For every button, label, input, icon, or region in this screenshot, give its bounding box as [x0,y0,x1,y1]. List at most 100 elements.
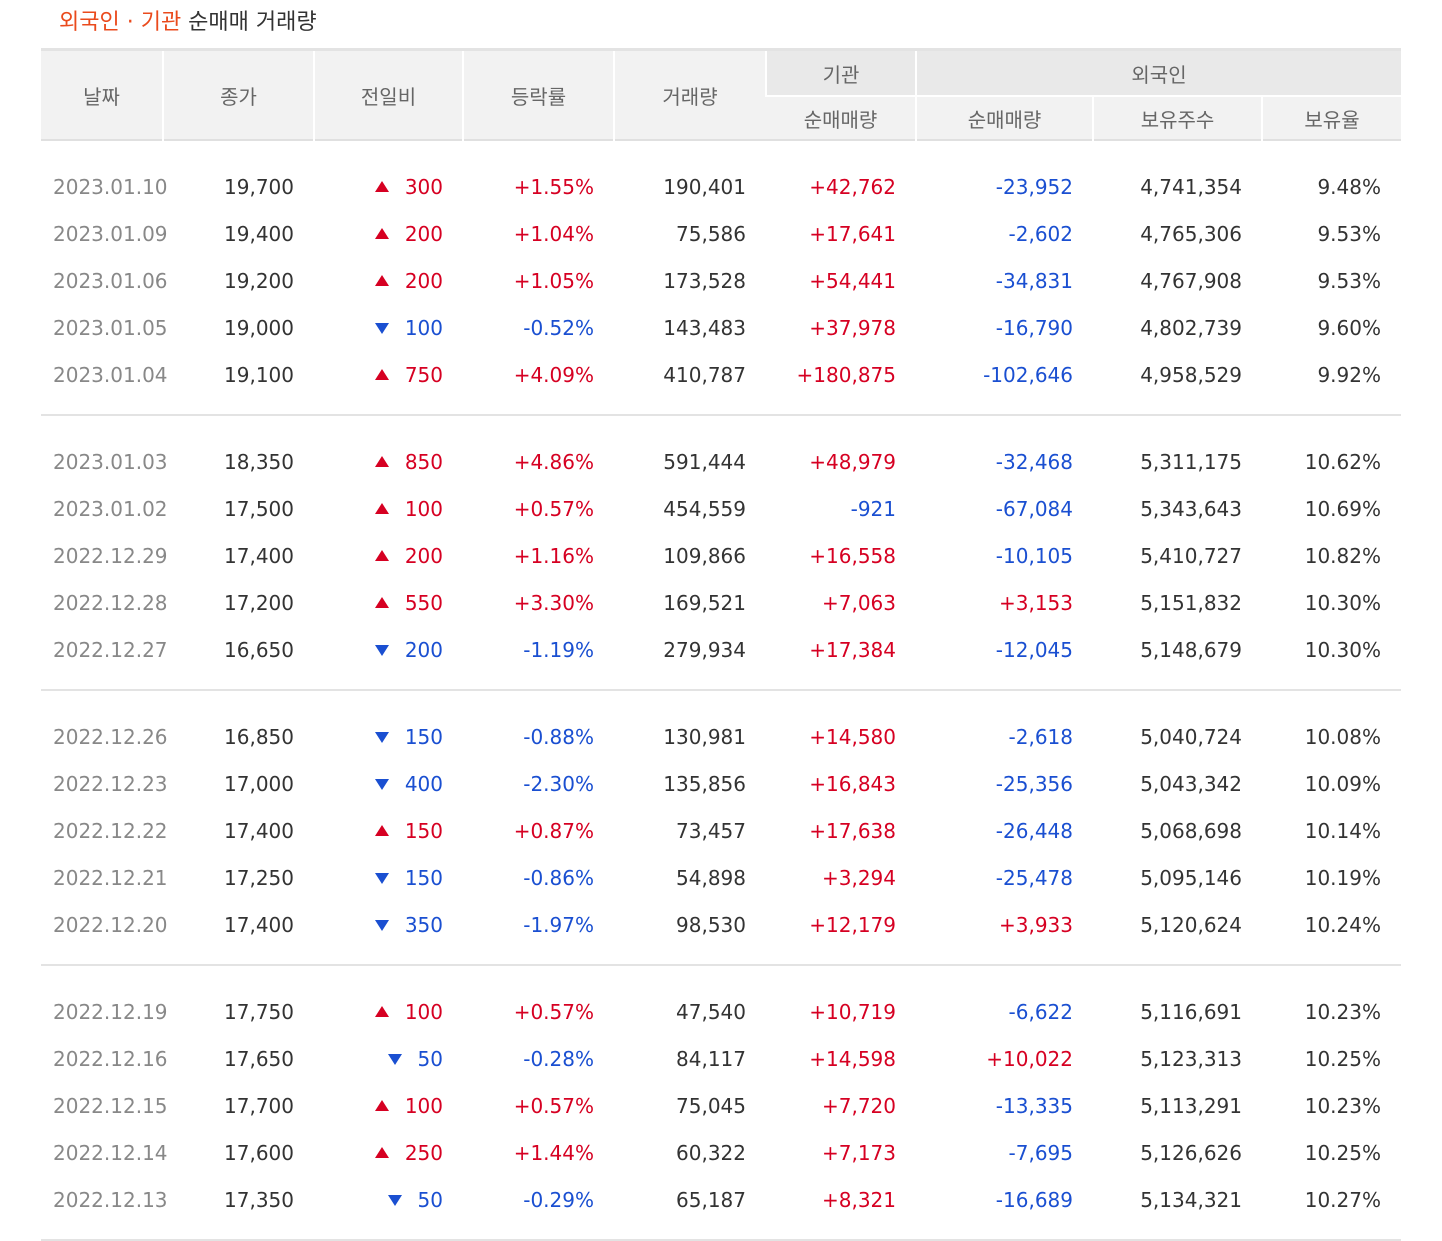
cell-inst-net: +180,875 [796,362,896,387]
cell-change-value: 50 [417,1046,443,1071]
cell-inst-net: +7,063 [821,590,896,615]
cell-volume: 173,528 [663,268,746,293]
cell-volume: 190,401 [663,174,746,199]
table-row: 2023.01.04 19,100 750 +4.09% 410,787 +180,875… [41,351,1401,415]
cell-inst-net: -921 [850,496,896,521]
cell-rate: +1.16% [513,543,594,568]
cell-foreign-net: -25,356 [995,771,1073,796]
cell-foreign-ratio: 10.25% [1304,1140,1381,1165]
cell-foreign-shares: 5,068,698 [1140,818,1242,843]
header-foreign-net: 순매매량 [915,96,1093,140]
cell-rate: +1.44% [513,1140,594,1165]
row-group-2: 2023.01.03 18,350 850 +4.86% 591,444 +48,979 -… [41,415,1401,690]
cell-close: 17,650 [224,1046,294,1071]
triangle-up-icon [374,1146,389,1158]
cell-foreign-ratio: 9.53% [1317,268,1381,293]
cell-foreign-net: -6,622 [1008,999,1073,1024]
cell-foreign-shares: 5,343,643 [1140,496,1242,521]
cell-rate: -0.28% [523,1046,594,1071]
cell-change-value: 750 [404,362,443,387]
cell-volume: 279,934 [663,637,746,662]
cell-close: 16,650 [224,637,294,662]
header-change: 전일비 [313,49,463,140]
triangle-down-icon [374,778,389,790]
cell-change: 50 [314,1035,463,1082]
cell-date: 2022.12.14 [53,1140,168,1165]
cell-change-value: 300 [404,174,443,199]
cell-volume: 135,856 [663,771,746,796]
cell-change-value: 400 [404,771,443,796]
triangle-up-icon [374,368,389,380]
cell-volume: 169,521 [663,590,746,615]
cell-foreign-net: -7,695 [1008,1140,1073,1165]
table-row: 2022.12.28 17,200 550 +3.30% 169,521 +7,063 +3… [41,579,1401,626]
section-title: 외국인 · 기관 순매매 거래량 [41,0,1401,48]
cell-foreign-shares: 5,120,624 [1140,912,1242,937]
cell-foreign-ratio: 10.25% [1304,1046,1381,1071]
cell-date: 2022.12.21 [53,865,168,890]
cell-volume: 454,559 [663,496,746,521]
cell-change: 850 [314,415,463,485]
table-row: 2022.12.13 17,350 50 -0.29% 65,187 +8,321 -16,… [41,1176,1401,1240]
cell-inst-net: +14,580 [809,724,896,749]
cell-foreign-shares: 4,767,908 [1140,268,1242,293]
cell-foreign-net: -32,468 [995,449,1073,474]
cell-foreign-shares: 5,410,727 [1140,543,1242,568]
cell-date: 2022.12.29 [53,543,168,568]
cell-rate: -0.52% [523,315,594,340]
table-row: 2023.01.06 19,200 200 +1.05% 173,528 +54,441 -… [41,257,1401,304]
cell-foreign-shares: 4,765,306 [1140,221,1242,246]
cell-change: 200 [314,210,463,257]
section-title-highlight: 외국인 · 기관 [59,10,182,35]
cell-inst-net: +7,173 [821,1140,896,1165]
cell-close: 17,750 [224,999,294,1024]
cell-foreign-shares: 4,741,354 [1140,174,1242,199]
triangle-up-icon [374,227,389,239]
cell-foreign-net: -23,952 [995,174,1073,199]
cell-foreign-shares: 4,958,529 [1140,362,1242,387]
cell-close: 19,200 [224,268,294,293]
triangle-up-icon [374,1005,389,1017]
cell-change: 350 [314,901,463,965]
cell-change: 100 [314,304,463,351]
cell-change-value: 100 [404,999,443,1024]
table-row: 2023.01.10 19,700 300 +1.55% 190,401 +42,762 -… [41,140,1401,210]
cell-foreign-ratio: 10.30% [1304,590,1381,615]
cell-foreign-ratio: 10.23% [1304,999,1381,1024]
section-title-rest: 순매매 거래량 [181,10,317,35]
cell-foreign-net: -25,478 [995,865,1073,890]
table-row: 2022.12.14 17,600 250 +1.44% 60,322 +7,173 -7,… [41,1129,1401,1176]
triangle-up-icon [374,824,389,836]
table-row: 2022.12.23 17,000 400 -2.30% 135,856 +16,843 -… [41,760,1401,807]
cell-close: 17,400 [224,912,294,937]
cell-change-value: 200 [404,221,443,246]
table-row: 2022.12.15 17,700 100 +0.57% 75,045 +7,720 -13… [41,1082,1401,1129]
cell-rate: +1.55% [513,174,594,199]
cell-inst-net: +17,638 [809,818,896,843]
cell-foreign-net: -16,689 [995,1187,1073,1212]
cell-change: 300 [314,140,463,210]
cell-foreign-shares: 5,116,691 [1140,999,1242,1024]
cell-foreign-shares: 5,311,175 [1140,449,1242,474]
cell-close: 17,250 [224,865,294,890]
cell-rate: -2.30% [523,771,594,796]
cell-date: 2022.12.28 [53,590,168,615]
triangle-up-icon [374,596,389,608]
cell-rate: +1.05% [513,268,594,293]
cell-change: 50 [314,1176,463,1240]
cell-inst-net: +7,720 [821,1093,896,1118]
cell-foreign-ratio: 10.09% [1304,771,1381,796]
cell-change: 100 [314,1082,463,1129]
cell-change-value: 150 [404,818,443,843]
header-foreign-ratio: 보유율 [1261,96,1401,140]
cell-inst-net: +12,179 [809,912,896,937]
cell-volume: 54,898 [676,865,746,890]
table-row: 2023.01.03 18,350 850 +4.86% 591,444 +48,979 -… [41,415,1401,485]
triangle-down-icon [374,872,389,884]
cell-foreign-shares: 5,134,321 [1140,1187,1242,1212]
cell-change: 150 [314,807,463,854]
cell-change-value: 350 [404,912,443,937]
cell-change: 200 [314,257,463,304]
cell-date: 2023.01.05 [53,315,168,340]
cell-date: 2022.12.27 [53,637,168,662]
